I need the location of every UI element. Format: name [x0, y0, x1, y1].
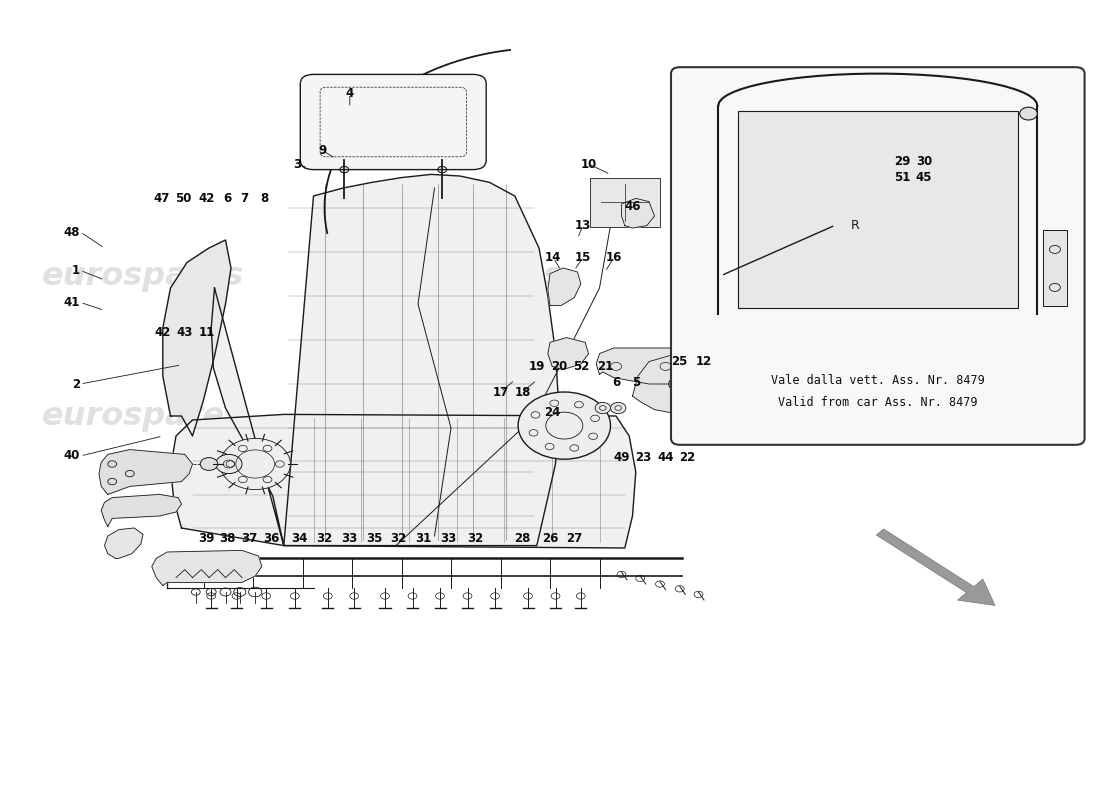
Text: 5: 5 — [631, 376, 640, 389]
Text: 45: 45 — [915, 171, 933, 184]
Text: 46: 46 — [625, 200, 640, 213]
Text: 19: 19 — [529, 360, 544, 373]
Text: 36: 36 — [264, 532, 279, 545]
Text: 35: 35 — [366, 532, 382, 545]
Circle shape — [1020, 107, 1037, 120]
Text: eurospares: eurospares — [42, 261, 244, 291]
Polygon shape — [632, 354, 726, 414]
Text: Valid from car Ass. Nr. 8479: Valid from car Ass. Nr. 8479 — [778, 396, 978, 409]
Polygon shape — [548, 338, 588, 370]
Text: 3: 3 — [293, 158, 301, 170]
Text: 44: 44 — [658, 451, 673, 464]
Text: 11: 11 — [199, 326, 214, 338]
Text: 48: 48 — [64, 226, 80, 238]
Text: 31: 31 — [416, 532, 431, 545]
Text: 7: 7 — [240, 192, 249, 205]
Text: 23: 23 — [636, 451, 651, 464]
Text: 34: 34 — [292, 532, 307, 545]
Text: eurospares: eurospares — [361, 261, 563, 291]
Text: 39: 39 — [199, 532, 214, 545]
Text: 2: 2 — [73, 378, 80, 390]
Circle shape — [673, 427, 691, 440]
Text: 29: 29 — [894, 155, 910, 168]
Polygon shape — [163, 240, 231, 436]
Polygon shape — [548, 268, 581, 306]
Text: 38: 38 — [220, 532, 235, 545]
Polygon shape — [99, 450, 192, 494]
Text: 32: 32 — [317, 532, 332, 545]
Text: 32: 32 — [468, 532, 483, 545]
Text: 24: 24 — [544, 406, 560, 418]
Circle shape — [200, 458, 218, 470]
Text: 13: 13 — [575, 219, 591, 232]
Text: 12: 12 — [696, 355, 712, 368]
Circle shape — [216, 454, 242, 474]
Text: 28: 28 — [515, 532, 530, 545]
Text: 14: 14 — [546, 251, 561, 264]
Text: eurospares: eurospares — [361, 401, 563, 431]
Polygon shape — [152, 550, 262, 586]
Text: 37: 37 — [242, 532, 257, 545]
Text: 52: 52 — [573, 360, 588, 373]
Text: 41: 41 — [64, 296, 80, 309]
Text: 30: 30 — [916, 155, 932, 168]
Circle shape — [595, 402, 610, 414]
Text: eurospares: eurospares — [680, 401, 882, 431]
Bar — [738, 111, 1018, 308]
Bar — [1043, 230, 1067, 306]
Circle shape — [518, 392, 611, 459]
Text: 26: 26 — [542, 532, 558, 545]
Text: 6: 6 — [223, 192, 232, 205]
Text: 47: 47 — [154, 192, 169, 205]
Polygon shape — [104, 528, 143, 558]
Text: 4: 4 — [345, 87, 354, 100]
Text: 1: 1 — [73, 264, 80, 277]
Text: 33: 33 — [441, 532, 456, 545]
Text: 15: 15 — [575, 251, 591, 264]
Circle shape — [220, 438, 290, 490]
Text: 9: 9 — [318, 144, 327, 157]
FancyArrow shape — [877, 529, 996, 606]
Text: 6: 6 — [612, 376, 620, 389]
Text: 33: 33 — [342, 532, 358, 545]
Text: 32: 32 — [390, 532, 406, 545]
FancyBboxPatch shape — [590, 178, 660, 227]
FancyBboxPatch shape — [300, 74, 486, 170]
Text: 16: 16 — [606, 251, 621, 264]
Text: 42: 42 — [199, 192, 214, 205]
Text: 27: 27 — [566, 532, 582, 545]
Text: 25: 25 — [672, 355, 688, 368]
Polygon shape — [101, 494, 182, 526]
Text: 17: 17 — [493, 386, 508, 398]
Polygon shape — [621, 198, 654, 228]
Polygon shape — [170, 414, 636, 548]
Text: 51: 51 — [894, 171, 910, 184]
Polygon shape — [211, 174, 559, 546]
FancyBboxPatch shape — [671, 67, 1085, 445]
Circle shape — [610, 402, 626, 414]
Text: Vale dalla vett. Ass. Nr. 8479: Vale dalla vett. Ass. Nr. 8479 — [771, 374, 984, 387]
Text: 22: 22 — [680, 451, 695, 464]
Text: 50: 50 — [176, 192, 191, 205]
Text: 8: 8 — [260, 192, 268, 205]
Text: 42: 42 — [155, 326, 170, 338]
Text: 20: 20 — [551, 360, 566, 373]
Text: R: R — [851, 219, 860, 232]
Text: 10: 10 — [581, 158, 596, 170]
Text: 49: 49 — [613, 451, 629, 464]
Text: 18: 18 — [515, 386, 530, 398]
Text: eurospares: eurospares — [680, 261, 882, 291]
Text: 40: 40 — [64, 450, 80, 462]
Text: 21: 21 — [597, 360, 613, 373]
Text: 43: 43 — [177, 326, 192, 338]
Text: eurospares: eurospares — [42, 401, 244, 431]
Polygon shape — [596, 348, 732, 384]
